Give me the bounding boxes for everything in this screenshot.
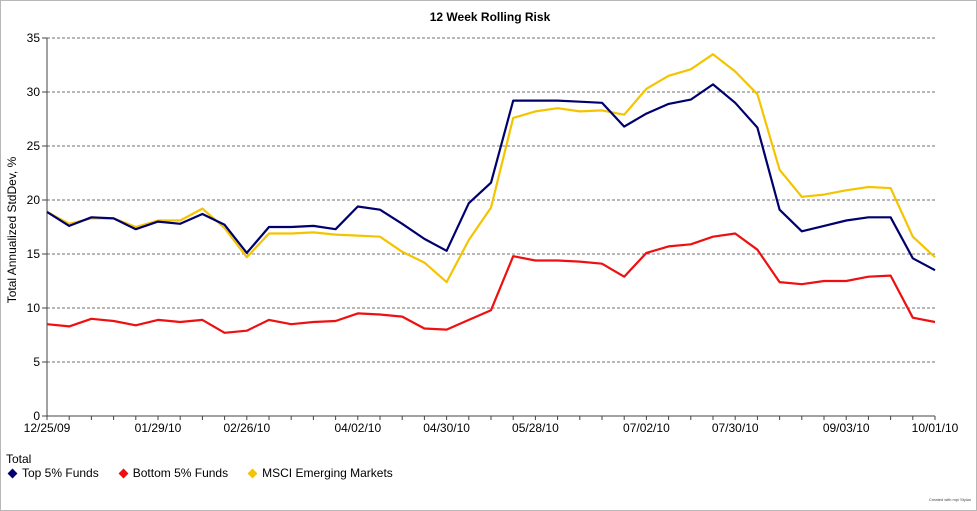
y-tick-label: 35 — [27, 31, 41, 45]
line-chart: 12 Week Rolling Risk 0 5 10 15 20 25 30 35 12/2… — [5, 10, 959, 435]
x-tick-label: 01/29/10 — [135, 421, 182, 435]
y-axis-label: Total Annualized StdDev, % — [5, 156, 19, 303]
legend-label: Top 5% Funds — [22, 466, 99, 480]
x-tick-label: 10/01/10 — [912, 421, 959, 435]
series-line-msci-emerging-markets — [46, 53, 936, 284]
chart-title: 12 Week Rolling Risk — [430, 10, 551, 24]
x-tick-label: 05/28/10 — [512, 421, 559, 435]
credit-text: Created with mpi Stylus — [928, 497, 971, 502]
series-line-top-5-funds — [46, 83, 936, 272]
x-axis-ticks: 12/25/09 01/29/10 02/26/10 04/02/10 04/30/10… — [24, 416, 959, 435]
axes — [46, 38, 935, 417]
y-tick-label: 10 — [27, 301, 41, 315]
legend-item: MSCI Emerging Markets — [246, 466, 393, 480]
y-axis-ticks: 0 5 10 15 20 25 30 35 — [27, 31, 47, 423]
legend-item: Bottom 5% Funds — [117, 466, 228, 480]
legend-title: Total — [6, 452, 32, 466]
x-tick-label: 04/02/10 — [334, 421, 381, 435]
x-tick-label: 12/25/09 — [24, 421, 71, 435]
y-tick-label: 15 — [27, 247, 41, 261]
x-tick-label: 02/26/10 — [223, 421, 270, 435]
legend-marker-icon — [247, 468, 258, 478]
y-tick-label: 25 — [27, 139, 41, 153]
x-tick-label: 07/30/10 — [712, 421, 759, 435]
series-line-bottom-5-funds — [46, 232, 936, 334]
x-tick-label: 09/03/10 — [823, 421, 870, 435]
series-lines — [46, 53, 936, 334]
legend-label: MSCI Emerging Markets — [262, 466, 393, 480]
x-tick-label: 04/30/10 — [423, 421, 470, 435]
legend: Top 5% Funds Bottom 5% Funds MSCI Emerging… — [6, 466, 411, 480]
legend-marker-icon — [7, 468, 18, 478]
legend-marker-icon — [118, 468, 129, 478]
y-tick-label: 30 — [27, 85, 41, 99]
legend-label: Bottom 5% Funds — [132, 466, 229, 480]
y-tick-label: 20 — [27, 193, 41, 207]
y-tick-label: 5 — [33, 355, 40, 369]
grid-lines — [47, 37, 935, 363]
x-tick-label: 07/02/10 — [623, 421, 670, 435]
y-tick-label: 0 — [33, 409, 40, 423]
legend-item: Top 5% Funds — [6, 466, 99, 480]
